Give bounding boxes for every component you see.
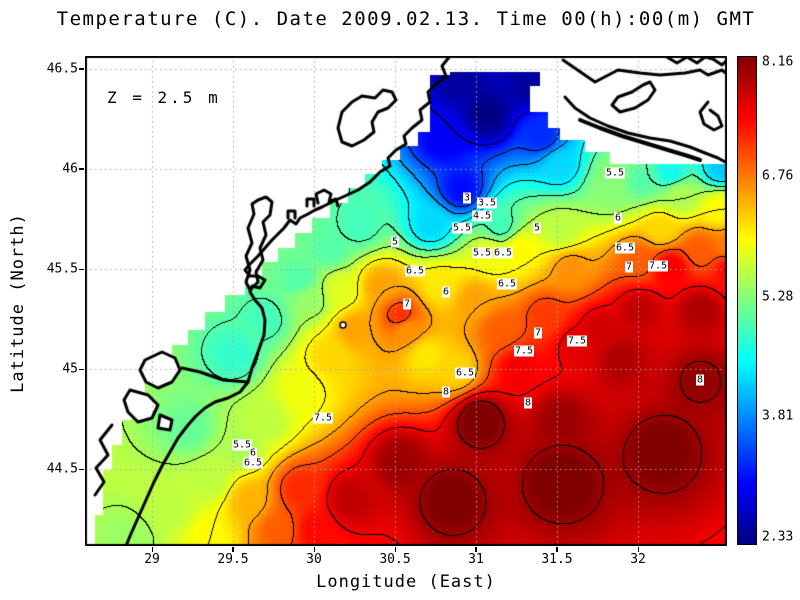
plot-area: Z = 2.5 m 3 3.5 4.5 5.5 5 5 5.5 6 6.5 7 7.5 6.5 5.5 6… (85, 56, 727, 546)
x-tick-label: 31 (468, 552, 484, 567)
x-axis-label: Longitude (East) (316, 572, 496, 592)
contour-label: 8 (695, 374, 705, 386)
contour-label: 7.5 (513, 345, 535, 357)
contour-label: 7.5 (312, 412, 334, 424)
colorbar-tick-label: 5.28 (762, 289, 794, 305)
x-tick-label: 30.5 (379, 552, 411, 567)
y-tick-mark (79, 168, 84, 170)
contour-label: 5.5 (471, 247, 493, 259)
x-tick-label: 31.5 (541, 552, 573, 567)
contour-label: 7 (402, 298, 412, 310)
contour-label: 5 (390, 236, 400, 248)
contour-label: 6 (248, 447, 258, 459)
contour-label: 5.5 (231, 439, 253, 451)
x-tick-mark (151, 547, 154, 552)
y-tick-label: 45.5 (46, 261, 78, 277)
depth-annotation: Z = 2.5 m (107, 88, 221, 107)
x-tick-label: 32 (630, 552, 646, 567)
x-tick-mark (475, 547, 477, 552)
contour-label: 3.5 (476, 197, 498, 209)
contour-label: 5 (532, 222, 542, 234)
y-axis-label: Latitude (North) (8, 213, 28, 393)
contour-label: 6.5 (454, 367, 476, 379)
y-tick-label: 46 (62, 161, 78, 177)
contour-label: 5.5 (604, 167, 626, 179)
contour-label: 3 (462, 192, 472, 204)
colorbar-tick-label: 6.76 (762, 168, 794, 184)
contour-label: 6.5 (496, 278, 518, 290)
contour-label: 4.5 (471, 210, 493, 222)
contour-label: 6.5 (242, 457, 264, 469)
y-tick-mark (79, 368, 84, 370)
contour-label: 7.5 (647, 260, 669, 272)
contour-label: 5.5 (451, 222, 473, 234)
contour-label: 6 (613, 212, 623, 224)
y-tick-label: 46.5 (46, 61, 78, 77)
contour-label: 6.5 (404, 265, 426, 277)
colorbar (737, 56, 757, 545)
contour-label: 7 (533, 327, 543, 339)
y-tick-mark (79, 68, 84, 70)
colorbar-tick-label: 2.33 (762, 529, 794, 545)
x-tick-mark (556, 547, 558, 552)
contour-label: 6.5 (614, 242, 636, 254)
y-tick-label: 44.5 (46, 461, 78, 477)
contour-label: 7.5 (566, 335, 588, 347)
contour-label: 8 (441, 386, 451, 398)
x-tick-mark (313, 547, 315, 552)
x-tick-label: 29.5 (217, 552, 249, 567)
contour-label: 8 (523, 397, 533, 409)
contour-label: 7 (624, 261, 634, 273)
x-tick-label: 29 (144, 552, 160, 567)
colorbar-tick-label: 8.16 (762, 54, 794, 70)
y-tick-mark (79, 268, 84, 270)
plot-title: Temperature (C). Date 2009.02.13. Time 0… (56, 8, 756, 30)
x-tick-mark (637, 547, 640, 552)
x-tick-mark (232, 547, 234, 552)
y-tick-label: 45 (62, 361, 78, 377)
colorbar-tick-label: 3.81 (762, 408, 794, 424)
contour-label: 6 (441, 286, 451, 298)
x-tick-label: 30 (306, 552, 322, 567)
x-tick-mark (394, 547, 397, 552)
contour-label: 6.5 (492, 247, 514, 259)
y-tick-mark (79, 468, 84, 471)
